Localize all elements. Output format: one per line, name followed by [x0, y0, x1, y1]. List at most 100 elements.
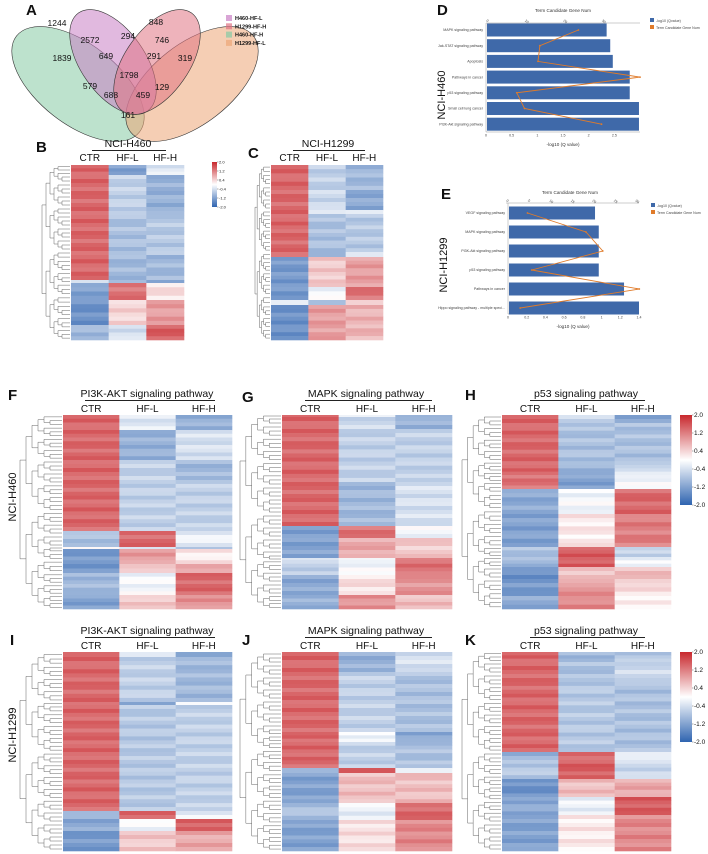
heatmap-cell — [108, 312, 147, 317]
heatmap-cell — [146, 235, 185, 240]
heatmap-cell — [614, 815, 672, 820]
heatmap-cell — [395, 652, 453, 657]
heatmap-cell — [502, 782, 559, 787]
heatmap-cell — [395, 784, 453, 789]
bar — [509, 301, 639, 315]
dendrogram-branch — [269, 817, 281, 823]
heatmap-cell — [395, 469, 453, 475]
heatmap-cell — [614, 843, 672, 848]
dendrogram-branch — [269, 705, 281, 711]
heatmap-cell — [395, 560, 453, 565]
heatmap-cell — [614, 701, 672, 706]
heatmap-cell — [614, 434, 672, 439]
dendrogram-branch — [489, 738, 501, 743]
heatmap-cell — [175, 568, 233, 574]
heatmap-cell — [271, 279, 309, 284]
heatmap-cell — [108, 175, 147, 180]
heatmap-cell — [558, 489, 615, 494]
colorbar — [680, 652, 692, 742]
colorbar-tick-label: -1.2 — [694, 484, 706, 491]
panel-label-e: E — [441, 186, 451, 203]
heatmap-cell — [119, 573, 176, 577]
heatmap-cell — [119, 602, 176, 606]
dendrogram-branch — [484, 462, 501, 469]
heatmap-cell — [175, 728, 233, 733]
dendrogram-branch — [37, 588, 44, 603]
heatmap-cell — [119, 685, 176, 691]
heatmap-cell — [502, 717, 559, 722]
heatmap-cell — [395, 598, 453, 603]
heatmap-cell — [345, 291, 384, 296]
heatmap-cell — [558, 756, 615, 761]
heatmap-cell — [71, 191, 109, 196]
dendrogram-branch — [57, 184, 70, 192]
heatmap-cell — [175, 657, 233, 662]
heatmap-cell — [119, 441, 176, 446]
heatmap-cell — [502, 804, 559, 809]
heatmap-cell — [558, 685, 615, 691]
dendrogram-branch — [263, 230, 270, 238]
heatmap-cell — [502, 682, 559, 687]
dendrogram-branch — [257, 466, 264, 480]
heatmap-cell — [502, 797, 559, 801]
heatmap-cell — [175, 716, 233, 722]
heatmap-cell — [345, 202, 384, 207]
heatmap-cell — [338, 441, 396, 446]
heatmap-cell — [175, 547, 233, 550]
heatmap-cell — [175, 681, 233, 686]
dendrogram-branch — [43, 427, 62, 434]
heatmap-cell — [614, 514, 672, 519]
dendrogram-branch — [49, 420, 62, 425]
heatmap-cell — [175, 795, 233, 800]
heatmap-cell — [338, 700, 396, 705]
heatmap-cell — [558, 767, 615, 772]
gene-num-point — [577, 29, 580, 31]
dendrogram-branch — [269, 430, 281, 436]
heatmap-title: PI3K-AKT signaling pathway — [81, 625, 215, 637]
heatmap-cell — [71, 332, 109, 337]
heatmap-cell — [558, 522, 615, 527]
heatmap-cell — [271, 257, 309, 262]
heatmap-cell — [175, 775, 233, 780]
heatmap-cell — [119, 507, 176, 512]
heatmap-cell — [558, 509, 615, 515]
colorbar-tick-label: -0.4 — [219, 186, 227, 191]
dendrogram-branch — [484, 416, 501, 424]
dendrogram-branch — [45, 270, 50, 317]
dendrogram-branch — [263, 813, 281, 821]
heatmap-cell — [71, 247, 109, 252]
heatmap-cell — [175, 483, 233, 489]
dendrogram-branch — [269, 603, 281, 608]
heatmap-cell — [71, 183, 109, 188]
dendrogram-branch — [472, 762, 479, 787]
heatmap-cell — [502, 800, 559, 805]
heatmap-cell — [108, 179, 147, 184]
heatmap-cell — [345, 257, 384, 262]
heatmap-cell — [308, 300, 346, 306]
heatmap-cell — [108, 332, 147, 337]
dendrogram-branch — [484, 765, 501, 772]
dendrogram-branch — [37, 565, 44, 578]
heatmap-cell — [63, 422, 120, 427]
heatmap-cell — [63, 476, 120, 481]
dendrogram-branch — [49, 528, 62, 534]
dendrogram-branch — [49, 505, 62, 510]
legend-label: -log10 (Qvalue) — [656, 19, 681, 23]
heatmap-cell — [282, 461, 339, 466]
dendrogram-branch — [261, 321, 264, 334]
heatmap-cell — [395, 760, 453, 765]
heatmap-cell — [119, 480, 176, 485]
heatmap-cell — [395, 843, 453, 848]
heatmap-cell — [345, 272, 384, 277]
dendrogram-branch — [261, 276, 264, 289]
heatmap-cell — [119, 665, 176, 670]
heatmap-cell — [614, 767, 672, 772]
venn-count: 848 — [149, 17, 163, 27]
heatmap-cell — [119, 418, 176, 423]
dendrogram-branch — [472, 566, 479, 593]
dendrogram-branch — [43, 765, 62, 772]
heatmap-cell — [558, 744, 615, 749]
heatmap-cell — [614, 449, 672, 454]
dendrogram-branch — [489, 476, 501, 481]
heatmap-cell — [395, 506, 453, 511]
